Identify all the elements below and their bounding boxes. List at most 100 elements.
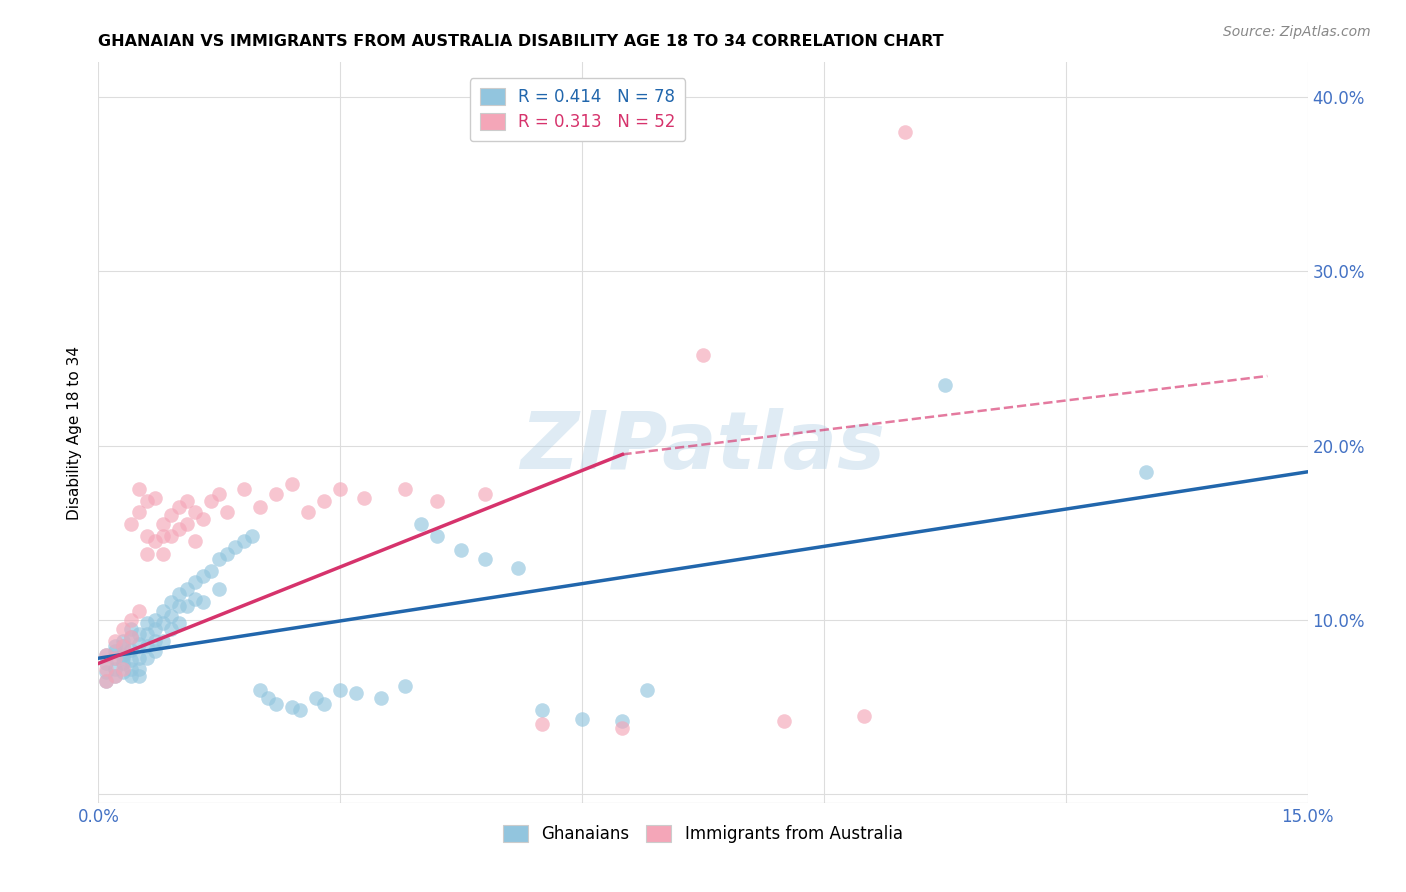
Point bbox=[103, 639, 125, 653]
Point bbox=[135, 639, 157, 653]
Point bbox=[160, 508, 183, 523]
Point bbox=[934, 377, 956, 392]
Point bbox=[128, 651, 150, 665]
Point bbox=[96, 673, 118, 688]
Point bbox=[217, 547, 239, 561]
Point bbox=[208, 552, 231, 566]
Point bbox=[128, 662, 150, 676]
Text: Source: ZipAtlas.com: Source: ZipAtlas.com bbox=[1223, 25, 1371, 39]
Point bbox=[530, 703, 553, 717]
Point bbox=[232, 482, 254, 496]
Point bbox=[692, 348, 714, 362]
Point bbox=[96, 648, 118, 662]
Point bbox=[143, 633, 166, 648]
Point bbox=[256, 691, 278, 706]
Point bbox=[184, 592, 207, 607]
Point bbox=[152, 633, 174, 648]
Point bbox=[111, 651, 134, 665]
Point bbox=[103, 668, 125, 682]
Point bbox=[176, 494, 198, 508]
Point bbox=[506, 560, 529, 574]
Point bbox=[394, 679, 416, 693]
Point bbox=[143, 491, 166, 505]
Point bbox=[120, 613, 142, 627]
Point bbox=[111, 648, 134, 662]
Point bbox=[636, 682, 658, 697]
Point bbox=[120, 622, 142, 636]
Point bbox=[111, 639, 134, 653]
Point bbox=[128, 482, 150, 496]
Point bbox=[152, 604, 174, 618]
Point bbox=[120, 642, 142, 657]
Point bbox=[111, 662, 134, 676]
Point bbox=[281, 700, 304, 714]
Point bbox=[305, 691, 328, 706]
Point bbox=[96, 662, 118, 676]
Point bbox=[167, 522, 190, 536]
Point bbox=[426, 529, 449, 543]
Point bbox=[249, 500, 271, 514]
Point bbox=[264, 697, 287, 711]
Point bbox=[249, 682, 271, 697]
Point bbox=[176, 582, 198, 596]
Point bbox=[353, 491, 375, 505]
Point bbox=[474, 487, 496, 501]
Point bbox=[224, 540, 246, 554]
Point bbox=[612, 721, 634, 735]
Point bbox=[394, 482, 416, 496]
Point bbox=[167, 616, 190, 631]
Point bbox=[314, 494, 336, 508]
Point bbox=[297, 505, 319, 519]
Point bbox=[193, 595, 215, 609]
Text: GHANAIAN VS IMMIGRANTS FROM AUSTRALIA DISABILITY AGE 18 TO 34 CORRELATION CHART: GHANAIAN VS IMMIGRANTS FROM AUSTRALIA DI… bbox=[98, 34, 943, 49]
Point bbox=[772, 714, 794, 728]
Point bbox=[111, 633, 134, 648]
Point bbox=[160, 595, 183, 609]
Point bbox=[103, 651, 125, 665]
Point bbox=[208, 487, 231, 501]
Point bbox=[120, 662, 142, 676]
Point bbox=[1135, 465, 1157, 479]
Point bbox=[120, 630, 142, 644]
Point bbox=[571, 712, 593, 726]
Point bbox=[128, 637, 150, 651]
Point bbox=[96, 657, 118, 671]
Point bbox=[288, 703, 311, 717]
Point bbox=[128, 604, 150, 618]
Point bbox=[96, 673, 118, 688]
Point bbox=[474, 552, 496, 566]
Point bbox=[135, 494, 157, 508]
Point bbox=[111, 639, 134, 653]
Point bbox=[135, 529, 157, 543]
Point bbox=[329, 482, 352, 496]
Point bbox=[281, 477, 304, 491]
Point bbox=[103, 644, 125, 658]
Point bbox=[160, 609, 183, 624]
Point bbox=[232, 534, 254, 549]
Point bbox=[143, 534, 166, 549]
Point bbox=[530, 717, 553, 731]
Point bbox=[193, 512, 215, 526]
Point bbox=[184, 574, 207, 589]
Point bbox=[152, 517, 174, 532]
Point bbox=[96, 665, 118, 680]
Point bbox=[240, 529, 263, 543]
Point bbox=[111, 622, 134, 636]
Point bbox=[111, 665, 134, 680]
Point bbox=[103, 662, 125, 676]
Point bbox=[111, 657, 134, 671]
Point bbox=[184, 534, 207, 549]
Point bbox=[200, 564, 222, 578]
Point bbox=[344, 686, 367, 700]
Point bbox=[176, 517, 198, 532]
Point bbox=[264, 487, 287, 501]
Point bbox=[103, 633, 125, 648]
Point bbox=[409, 517, 432, 532]
Point bbox=[200, 494, 222, 508]
Point bbox=[167, 500, 190, 514]
Point bbox=[135, 651, 157, 665]
Point bbox=[329, 682, 352, 697]
Text: ZIPatlas: ZIPatlas bbox=[520, 409, 886, 486]
Point bbox=[450, 543, 472, 558]
Point bbox=[426, 494, 449, 508]
